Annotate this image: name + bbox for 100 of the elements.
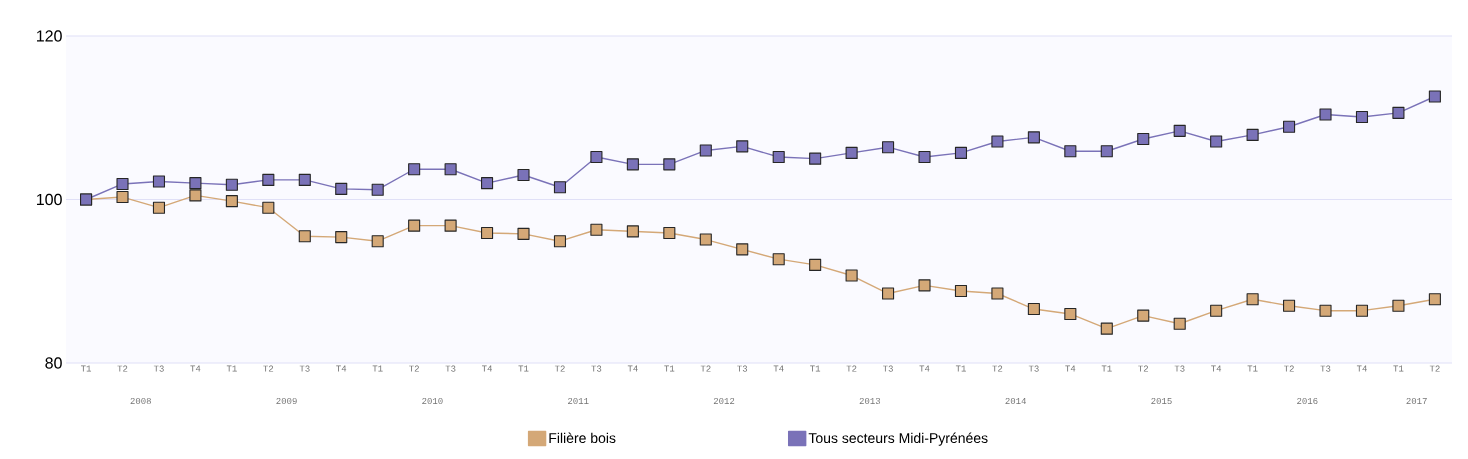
legend-label: Filière bois: [549, 432, 616, 444]
text: 2014: [1005, 397, 1026, 405]
x-tick-label: T1: [80, 365, 92, 372]
text: 2011: [568, 397, 589, 405]
x-tick-label: T1: [810, 365, 821, 372]
point: [736, 243, 749, 256]
x-tick-label: T4: [773, 365, 784, 372]
point: [1173, 317, 1186, 330]
point: [262, 201, 275, 214]
point: [1355, 110, 1369, 123]
point: [590, 223, 603, 236]
point: [626, 158, 639, 171]
x-tick-label: T3: [1320, 365, 1331, 372]
x-tick-label: T1: [955, 365, 966, 372]
x-tick-label: T4: [481, 365, 492, 372]
point: [152, 201, 166, 214]
x-tick-label: T2: [554, 365, 565, 372]
point: [1210, 135, 1223, 148]
y-tick-label: 80: [45, 357, 62, 369]
point: [1283, 299, 1296, 312]
x-tick-label: T2: [263, 365, 274, 372]
point: [1064, 307, 1077, 320]
point: [371, 235, 384, 248]
point: [1319, 108, 1332, 121]
text: 2013: [859, 397, 881, 405]
text: 2009: [276, 397, 297, 405]
point: [335, 231, 348, 244]
point: [1100, 145, 1113, 158]
point: [298, 173, 311, 186]
point: [1319, 304, 1332, 317]
x-tick-label: T1: [226, 365, 237, 372]
x-tick-label: T3: [1028, 365, 1039, 372]
x-tick-label: T2: [1138, 365, 1149, 372]
x-tick-label: T4: [919, 365, 930, 372]
point: [553, 235, 567, 248]
point: [1027, 131, 1040, 144]
point: [663, 226, 676, 240]
point: [699, 233, 712, 246]
point: [954, 146, 968, 159]
x-tick-label: T2: [1283, 365, 1294, 372]
x-tick-label: T2: [409, 365, 419, 372]
point: [1246, 128, 1259, 141]
point: [809, 152, 822, 165]
point: [553, 181, 567, 194]
point: [590, 150, 603, 164]
x-tick-label: T1: [664, 365, 675, 372]
point: [371, 183, 384, 196]
point: [1392, 299, 1405, 312]
point: [1392, 106, 1405, 119]
x-tick-label: T3: [737, 365, 748, 372]
point: [991, 287, 1004, 300]
x-tick-label: T1: [372, 365, 383, 372]
point: [444, 163, 457, 176]
point: [1210, 304, 1223, 317]
point: [1246, 293, 1259, 306]
point: [1100, 322, 1113, 335]
legend-label: Tous secteurs Midi-Pyrénées: [808, 432, 988, 446]
point: [772, 253, 785, 266]
y-tick-label: 120: [37, 30, 62, 42]
point: [225, 195, 238, 208]
point: [626, 225, 639, 238]
x-tick-label: T1: [1393, 365, 1404, 372]
x-tick-label: T3: [153, 365, 164, 372]
text: 2016: [1297, 397, 1318, 405]
point: [845, 269, 858, 282]
point: [1283, 120, 1296, 133]
point: [954, 285, 968, 298]
point: [262, 173, 275, 186]
point: [189, 177, 202, 190]
point: [1137, 309, 1150, 322]
point: [918, 279, 931, 292]
x-tick-label: T2: [1429, 365, 1440, 372]
text: 2017: [1406, 397, 1427, 405]
x-tick-label: T3: [445, 365, 456, 372]
point: [736, 140, 749, 153]
point: [408, 219, 421, 232]
x-tick-label: T1: [1101, 365, 1112, 372]
text: 2010: [422, 397, 443, 405]
point: [1428, 293, 1441, 306]
point: [225, 178, 238, 191]
text: 2012: [713, 397, 735, 405]
point: [1355, 304, 1369, 317]
point: [1428, 90, 1441, 103]
x-tick-label: T4: [1065, 365, 1076, 372]
point: [882, 287, 895, 300]
x-tick-label: T2: [700, 365, 711, 372]
point: [408, 163, 421, 176]
x-tick-label: T4: [1211, 365, 1222, 372]
point: [1137, 132, 1150, 146]
point: [991, 135, 1004, 148]
x-tick-label: T4: [627, 365, 638, 372]
point: [517, 168, 530, 182]
point: [809, 258, 822, 271]
x-tick-label: T4: [1356, 365, 1367, 372]
point: [444, 219, 457, 232]
x-tick-label: T3: [882, 365, 893, 372]
text: 2015: [1151, 397, 1172, 405]
point: [1027, 303, 1040, 316]
x-tick-label: T1: [1247, 365, 1258, 372]
x-tick-label: T3: [591, 365, 602, 372]
